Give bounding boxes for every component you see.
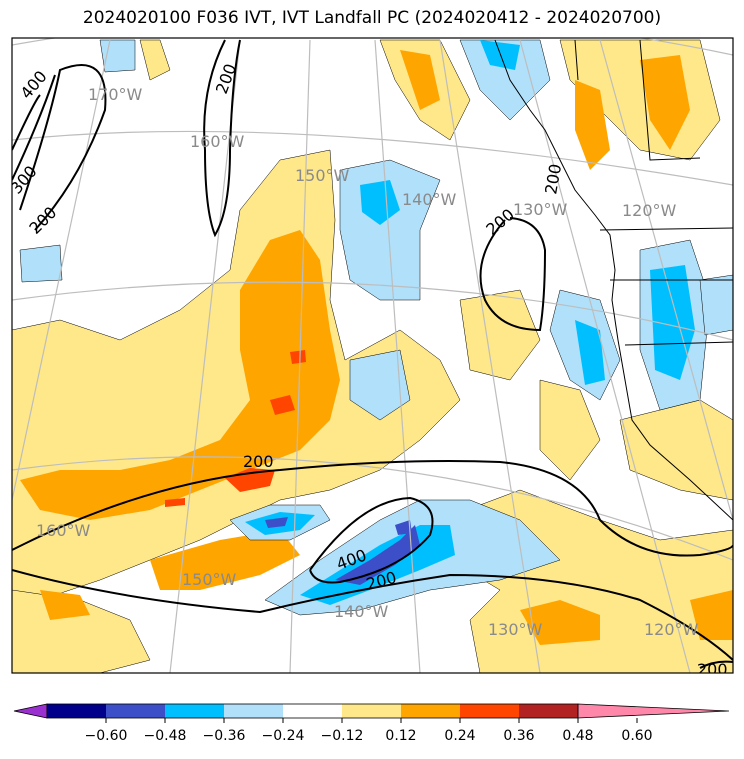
colorbar-segment xyxy=(401,704,460,718)
ivt-pc-positive-mid xyxy=(20,50,733,645)
colorbar-segment xyxy=(283,704,342,718)
longitude-label: 160°W xyxy=(36,521,91,540)
colorbar-segment xyxy=(224,704,283,718)
longitude-label: 150°W xyxy=(295,166,350,185)
coastlines xyxy=(494,39,733,521)
colorbar-tick-label: 0.12 xyxy=(385,728,416,744)
colorbar-segment xyxy=(342,704,401,718)
longitude-label: 130°W xyxy=(513,200,568,219)
colorbar-tick-label: −0.48 xyxy=(144,728,187,744)
longitude-label: 140°W xyxy=(334,602,389,621)
colorbar-extend-max xyxy=(577,703,730,719)
colorbar-outline xyxy=(46,703,579,719)
longitude-label: 140°W xyxy=(402,190,457,209)
contour-label: 200 xyxy=(243,452,274,471)
colorbar-segment xyxy=(47,704,106,718)
longitude-label: 130°W xyxy=(488,620,543,639)
colorbar xyxy=(13,703,730,719)
colorbar-ticks: −0.60 −0.48 −0.36 −0.24 −0.12 0.12 0.24 0.36 0.4… xyxy=(85,718,653,744)
colorbar-tick-label: 0.36 xyxy=(503,728,534,744)
longitude-label: 170°W xyxy=(88,85,143,104)
colorbar-segment xyxy=(460,704,519,718)
colorbar-tick-label: 0.60 xyxy=(621,728,652,744)
longitude-label: 120°W xyxy=(622,201,677,220)
contour-label: 200 xyxy=(697,660,728,679)
longitude-labels: 170°W 160°W 150°W 140°W 130°W 120°W 160°… xyxy=(36,85,699,639)
colorbar-segment xyxy=(165,704,224,718)
map-frame xyxy=(11,37,734,674)
longitude-label: 120°W xyxy=(644,620,699,639)
colorbar-tick-label: −0.36 xyxy=(203,728,246,744)
colorbar-tick-label: −0.60 xyxy=(85,728,128,744)
longitude-label: 150°W xyxy=(182,570,237,589)
longitude-label: 160°W xyxy=(190,132,245,151)
ivt-pc-negative-high xyxy=(265,517,420,585)
colorbar-tick-label: 0.24 xyxy=(444,728,475,744)
colorbar-tick-label: −0.12 xyxy=(321,728,364,744)
colorbar-tick-label: −0.24 xyxy=(262,728,305,744)
ivt-contours xyxy=(12,39,733,669)
colorbar-extend-min xyxy=(13,703,48,719)
map-title: 2024020100 F036 IVT, IVT Landfall PC (20… xyxy=(82,8,662,28)
map-panel: 400 200 300 200 200 200 200 400 200 200 … xyxy=(12,38,733,679)
colorbar-tick-label: 0.48 xyxy=(562,728,593,744)
colorbar-segment xyxy=(519,704,578,718)
colorbar-segment xyxy=(106,704,165,718)
